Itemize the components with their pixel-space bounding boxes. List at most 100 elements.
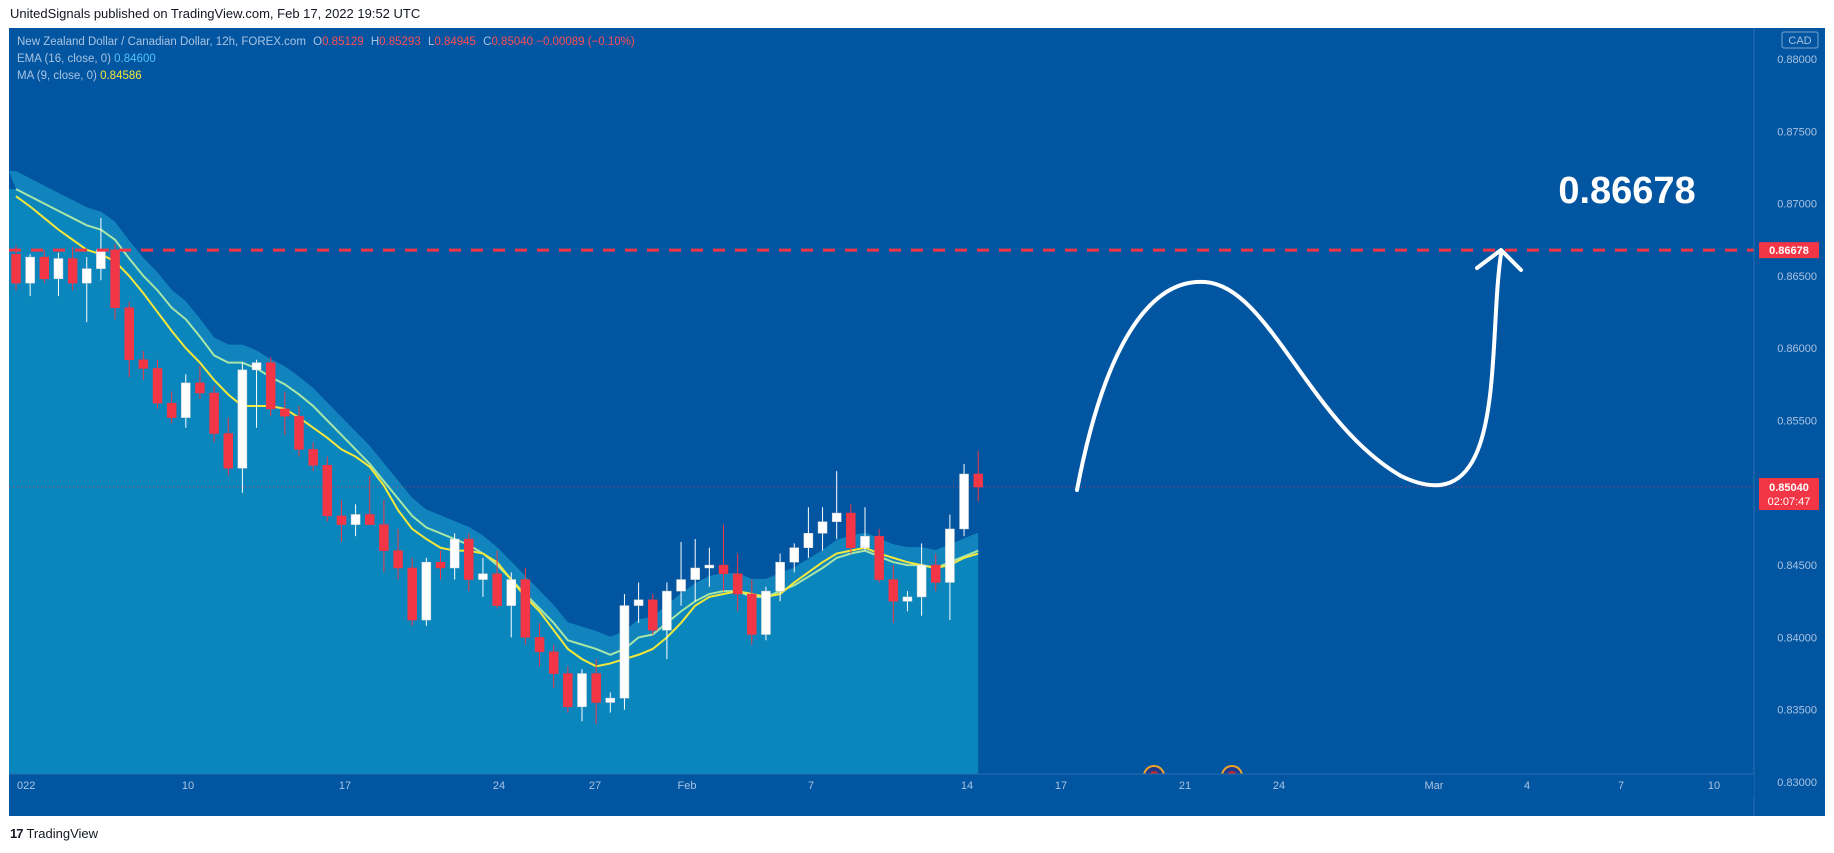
candle[interactable] bbox=[803, 507, 814, 558]
candle[interactable] bbox=[53, 252, 64, 297]
candle[interactable] bbox=[110, 244, 120, 320]
candle[interactable] bbox=[379, 500, 389, 573]
candle[interactable] bbox=[478, 557, 488, 597]
tradingview-logo-icon: 17 bbox=[10, 826, 24, 841]
candle[interactable] bbox=[322, 456, 333, 522]
candle[interactable] bbox=[704, 547, 715, 587]
candle[interactable] bbox=[280, 391, 290, 435]
candle[interactable] bbox=[577, 669, 587, 722]
candle[interactable] bbox=[449, 533, 460, 580]
candle[interactable] bbox=[690, 539, 700, 602]
time-tick-label: Feb bbox=[678, 780, 697, 792]
legend-ma-row[interactable]: MA (9, close, 0) 0.84586 bbox=[17, 68, 635, 85]
candle[interactable] bbox=[619, 594, 630, 710]
candle[interactable] bbox=[166, 391, 177, 424]
candle-body bbox=[478, 573, 488, 580]
candle[interactable] bbox=[817, 507, 828, 551]
projection-arrow-path[interactable] bbox=[1075, 252, 1503, 492]
time-axis-bg[interactable] bbox=[9, 774, 1754, 796]
time-tick-label: 10 bbox=[1708, 780, 1720, 792]
low-label: L bbox=[427, 36, 435, 48]
candle[interactable] bbox=[676, 541, 686, 606]
candle[interactable] bbox=[421, 557, 432, 626]
candle-body bbox=[152, 368, 163, 404]
time-tick-label: 17 bbox=[1055, 780, 1067, 792]
ema-fill-area bbox=[9, 171, 979, 794]
candle-body bbox=[138, 359, 149, 369]
candle[interactable] bbox=[506, 572, 516, 638]
price-tick-label: 0.87500 bbox=[1777, 126, 1817, 138]
candle[interactable] bbox=[761, 586, 771, 641]
candle-body bbox=[775, 561, 785, 592]
candle[interactable] bbox=[831, 471, 842, 540]
candle[interactable] bbox=[520, 567, 531, 645]
candle[interactable] bbox=[407, 557, 417, 626]
candle[interactable] bbox=[209, 385, 219, 443]
candle[interactable] bbox=[902, 591, 913, 612]
target-price-tag-label: 0.86678 bbox=[1769, 245, 1809, 257]
candle[interactable] bbox=[350, 504, 361, 537]
candle[interactable] bbox=[732, 553, 743, 612]
candle[interactable] bbox=[124, 301, 134, 378]
candle[interactable] bbox=[973, 450, 983, 502]
candle-body bbox=[251, 362, 262, 371]
candle[interactable] bbox=[874, 528, 884, 583]
candle-body bbox=[506, 579, 516, 606]
candle[interactable] bbox=[393, 528, 403, 580]
candle[interactable] bbox=[265, 356, 276, 417]
currency-label: CAD bbox=[1788, 35, 1811, 47]
price-tick-label: 0.83500 bbox=[1777, 705, 1817, 717]
candle[interactable] bbox=[11, 245, 21, 291]
candle[interactable] bbox=[152, 359, 163, 409]
candle[interactable] bbox=[563, 666, 573, 713]
candle-body bbox=[718, 564, 729, 575]
candle[interactable] bbox=[223, 417, 233, 476]
candle[interactable] bbox=[662, 582, 672, 660]
candle[interactable] bbox=[945, 514, 955, 621]
candle[interactable] bbox=[916, 543, 927, 616]
candle[interactable] bbox=[251, 359, 262, 428]
candle[interactable] bbox=[39, 249, 50, 284]
candle[interactable] bbox=[464, 533, 474, 592]
candle[interactable] bbox=[789, 543, 799, 573]
candle[interactable] bbox=[365, 475, 375, 525]
candle[interactable] bbox=[237, 362, 248, 493]
footer-brand[interactable]: 17 TradingView bbox=[10, 826, 98, 841]
candle-body bbox=[280, 408, 290, 417]
candle[interactable] bbox=[534, 622, 545, 667]
candle[interactable] bbox=[195, 365, 205, 399]
candle[interactable] bbox=[492, 550, 502, 609]
price-axis-bg[interactable] bbox=[1754, 28, 1825, 816]
candle[interactable] bbox=[181, 374, 191, 428]
candle[interactable] bbox=[294, 406, 304, 457]
candle[interactable] bbox=[775, 553, 785, 602]
candle-body bbox=[676, 579, 686, 592]
candle[interactable] bbox=[82, 257, 92, 323]
price-tick-label: 0.85500 bbox=[1777, 416, 1817, 428]
candle[interactable] bbox=[435, 550, 446, 580]
candle[interactable] bbox=[959, 463, 969, 537]
candle[interactable] bbox=[25, 254, 35, 297]
candle-body bbox=[732, 573, 743, 595]
ma-label: MA (9, close, 0) bbox=[17, 70, 97, 82]
currency-box[interactable] bbox=[1781, 31, 1819, 49]
candle[interactable] bbox=[308, 442, 318, 472]
candle[interactable] bbox=[591, 659, 601, 725]
candle[interactable] bbox=[633, 582, 644, 623]
candle[interactable] bbox=[860, 507, 870, 551]
candle[interactable] bbox=[67, 246, 78, 291]
legend-ema-row[interactable]: EMA (16, close, 0) 0.84600 bbox=[17, 51, 635, 68]
candle[interactable] bbox=[336, 500, 347, 542]
candle[interactable] bbox=[718, 524, 729, 592]
candle[interactable] bbox=[605, 692, 616, 713]
price-chart[interactable]: 0.86678 0.88000 0.87500 0.87000 0.86500 0.86… bbox=[9, 28, 1825, 816]
candle[interactable] bbox=[846, 504, 856, 554]
candle[interactable] bbox=[138, 351, 149, 381]
candle[interactable] bbox=[888, 565, 899, 623]
price-tick-label: 0.84500 bbox=[1777, 560, 1817, 572]
candle[interactable] bbox=[548, 644, 559, 689]
candle[interactable] bbox=[747, 579, 757, 645]
candle[interactable] bbox=[931, 553, 941, 592]
chart-area[interactable]: 0.86678 0.88000 0.87500 0.87000 0.86500 0.86… bbox=[9, 28, 1825, 816]
candle[interactable] bbox=[648, 594, 658, 635]
